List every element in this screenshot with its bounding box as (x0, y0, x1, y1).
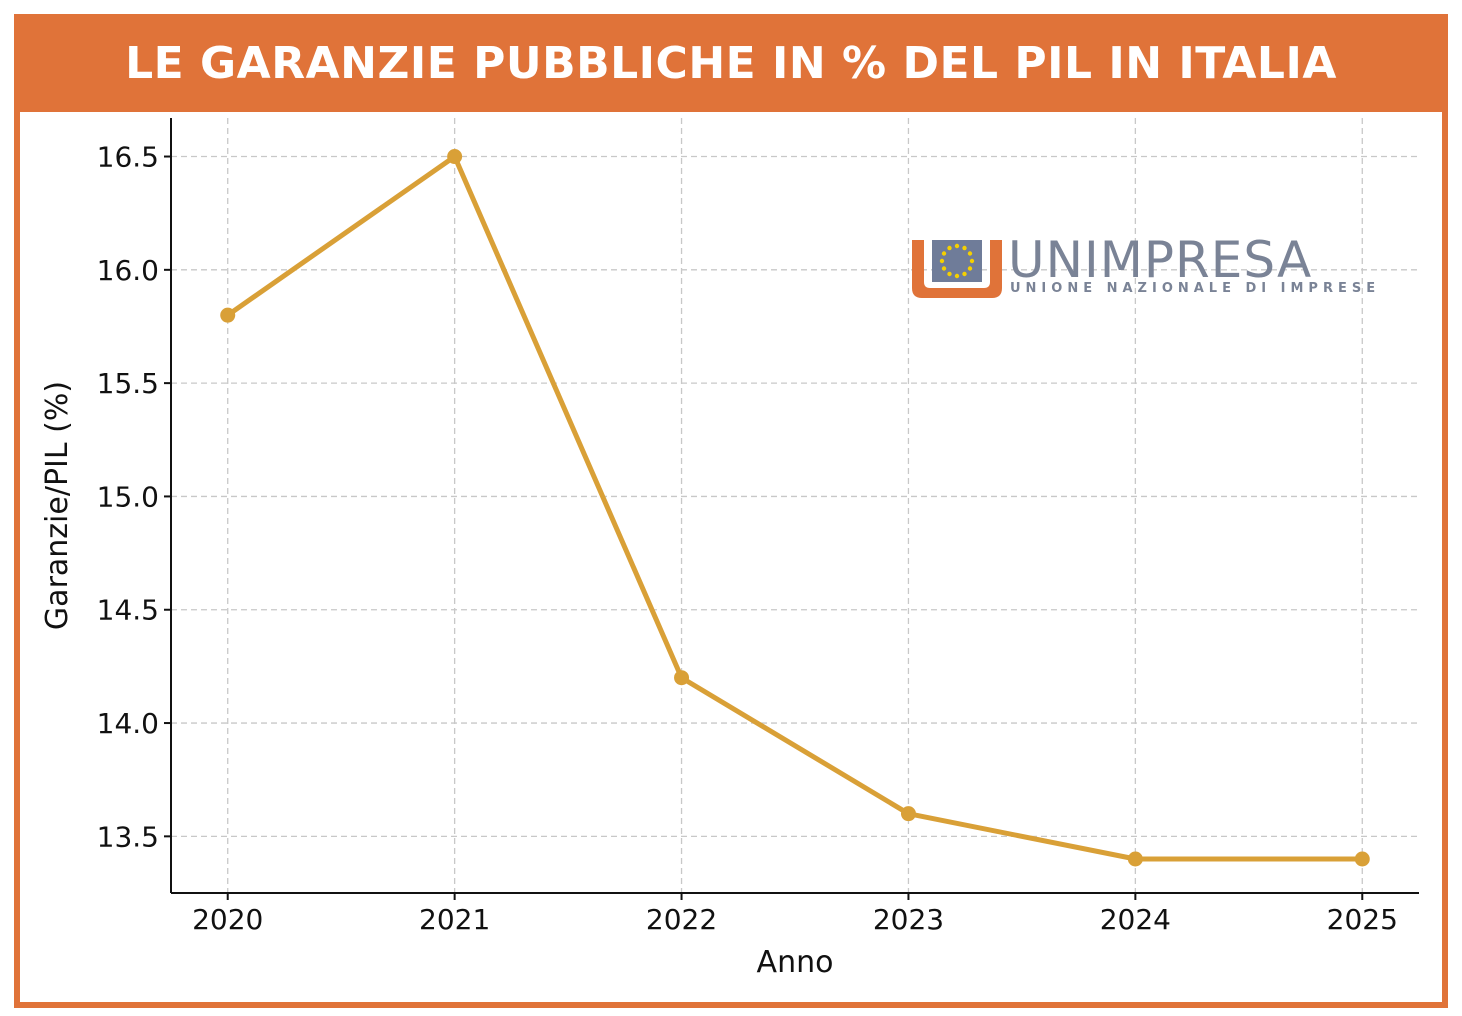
x-axis-label: Anno (757, 945, 834, 980)
logo-wordmark: UNIMPRESA (1008, 231, 1312, 289)
data-point-2024 (1127, 851, 1143, 867)
x-tick-label-5: 2025 (1327, 903, 1398, 936)
data-point-2025 (1354, 851, 1370, 867)
x-tick-label-0: 2020 (192, 903, 263, 936)
eu-star-1 (967, 266, 973, 271)
y-tick-label-4: 15.5 (97, 367, 159, 400)
eu-star-9 (954, 243, 960, 249)
x-tick-label-3: 2023 (873, 903, 944, 936)
data-point-2022 (674, 670, 690, 686)
eu-star-8 (947, 245, 952, 251)
eu-star-5 (941, 266, 947, 271)
axes (164, 118, 1419, 900)
logo: UNIMPRESA UNIONE NAZIONALE DI IMPRESE (912, 231, 1380, 298)
series-line-path (226, 154, 1363, 862)
x-tick-label-2: 2022 (646, 903, 717, 936)
x-tick-label-1: 2021 (419, 903, 490, 936)
title-banner: LE GARANZIE PUBBLICHE IN % DEL PIL IN IT… (14, 14, 1448, 112)
y-tick-label-6: 16.5 (97, 141, 159, 174)
y-axis-label: Garanzie/PIL (%) (40, 381, 75, 630)
eu-star-7 (941, 251, 947, 256)
eu-star-3 (954, 273, 960, 279)
eu-star-4 (947, 271, 952, 277)
eu-star-10 (962, 245, 967, 251)
chart-frame (14, 14, 1448, 1008)
data-point-2023 (900, 806, 916, 822)
eu-flag-cup-icon (912, 240, 1002, 298)
logo-tagline: UNIONE NAZIONALE DI IMPRESE (1010, 281, 1380, 296)
eu-star-6 (939, 258, 945, 264)
grid-lines (171, 118, 1419, 893)
eu-star-0 (969, 258, 975, 264)
y-tick-label-2: 14.5 (97, 594, 159, 627)
eu-star-2 (962, 271, 967, 277)
series-line (220, 149, 1370, 867)
y-tick-labels: 13.5 14.0 14.5 15.0 15.5 16.0 16.5 (97, 141, 159, 854)
data-point-2021 (447, 149, 463, 165)
chart-title: LE GARANZIE PUBBLICHE IN % DEL PIL IN IT… (125, 37, 1337, 89)
x-tick-label-4: 2024 (1100, 903, 1171, 936)
x-tick-labels: 2020 2021 2022 2023 2024 2025 (192, 903, 1398, 936)
y-tick-label-5: 16.0 (97, 254, 159, 287)
y-tick-label-3: 15.0 (97, 480, 159, 513)
y-tick-label-0: 13.5 (97, 820, 159, 853)
eu-star-11 (967, 251, 973, 256)
y-tick-label-1: 14.0 (97, 707, 159, 740)
eu-stars (939, 243, 975, 279)
data-point-2020 (220, 307, 236, 323)
